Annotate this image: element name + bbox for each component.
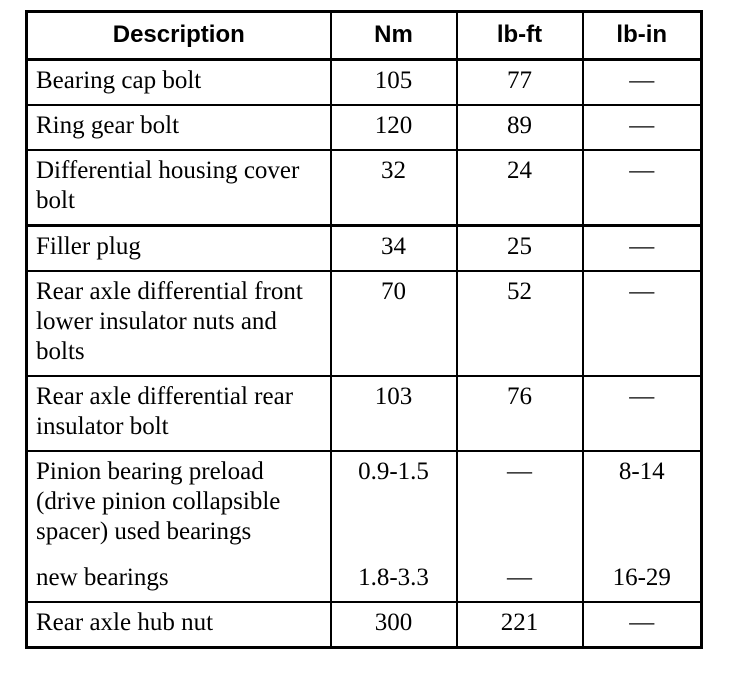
table-row: Rear axle differential front lower insul… xyxy=(25,270,703,377)
table-row: Bearing cap bolt 105 77— xyxy=(25,58,703,106)
description-cell: Rear axle hub nut xyxy=(25,601,332,649)
lb-in-cell: — xyxy=(581,375,703,452)
description-cell: new bearings xyxy=(25,555,332,603)
nm-cell: 70 xyxy=(329,270,458,377)
lb-in-cell: 16-29 xyxy=(581,555,703,603)
torque-specifications-table: Description Nm lb-ft lb-in Bearing cap b… xyxy=(25,10,703,649)
table-row: Ring gear bolt 120 89— xyxy=(25,104,703,151)
lb-in-cell: — xyxy=(581,104,703,151)
header-nm: Nm xyxy=(329,10,458,61)
nm-cell: 103 xyxy=(329,375,458,452)
header-lb-in: lb-in xyxy=(581,10,703,61)
nm-cell: 1.8-3.3 xyxy=(329,555,458,603)
nm-cell: 34 xyxy=(329,224,458,272)
lb-in-cell: — xyxy=(581,224,703,272)
lb-ft-cell: 52 xyxy=(455,270,584,377)
lb-ft-cell: 221 xyxy=(455,601,584,649)
lb-ft-cell: 77 xyxy=(455,58,584,106)
description-cell: Filler plug xyxy=(25,224,332,272)
description-cell: Pinion bearing preload (drive pinion col… xyxy=(25,450,332,555)
lb-in-cell: — xyxy=(581,149,703,227)
lb-in-cell: — xyxy=(581,601,703,649)
description-cell: Differential housing cover bolt xyxy=(25,149,332,227)
header-row: Description Nm lb-ft lb-in xyxy=(25,10,703,61)
lb-ft-cell: 89 xyxy=(455,104,584,151)
description-cell: Rear axle differential rear insulator bo… xyxy=(25,375,332,452)
table-row: new bearings 1.8-3.3—16-29 xyxy=(25,555,703,603)
description-cell: Bearing cap bolt xyxy=(25,58,332,106)
table-row: Pinion bearing preload (drive pinion col… xyxy=(25,450,703,555)
lb-in-cell: 8-14 xyxy=(581,450,703,555)
nm-cell: 32 xyxy=(329,149,458,227)
lb-ft-cell: — xyxy=(455,450,584,555)
nm-cell: 0.9-1.5 xyxy=(329,450,458,555)
lb-ft-cell: 25 xyxy=(455,224,584,272)
lb-in-cell: — xyxy=(581,58,703,106)
lb-in-cell: — xyxy=(581,270,703,377)
table-row: Filler plug 34 25— xyxy=(25,224,703,272)
nm-cell: 105 xyxy=(329,58,458,106)
lb-ft-cell: — xyxy=(455,555,584,603)
table-row: Rear axle hub nut 300 221— xyxy=(25,601,703,649)
description-cell: Ring gear bolt xyxy=(25,104,332,151)
lb-ft-cell: 24 xyxy=(455,149,584,227)
nm-cell: 120 xyxy=(329,104,458,151)
nm-cell: 300 xyxy=(329,601,458,649)
lb-ft-cell: 76 xyxy=(455,375,584,452)
header-lb-ft: lb-ft xyxy=(455,10,584,61)
description-cell: Rear axle differential front lower insul… xyxy=(25,270,332,377)
table-row: Rear axle differential rear insulator bo… xyxy=(25,375,703,452)
table-row: Differential housing cover bolt 32 24— xyxy=(25,149,703,227)
header-description: Description xyxy=(25,10,332,61)
